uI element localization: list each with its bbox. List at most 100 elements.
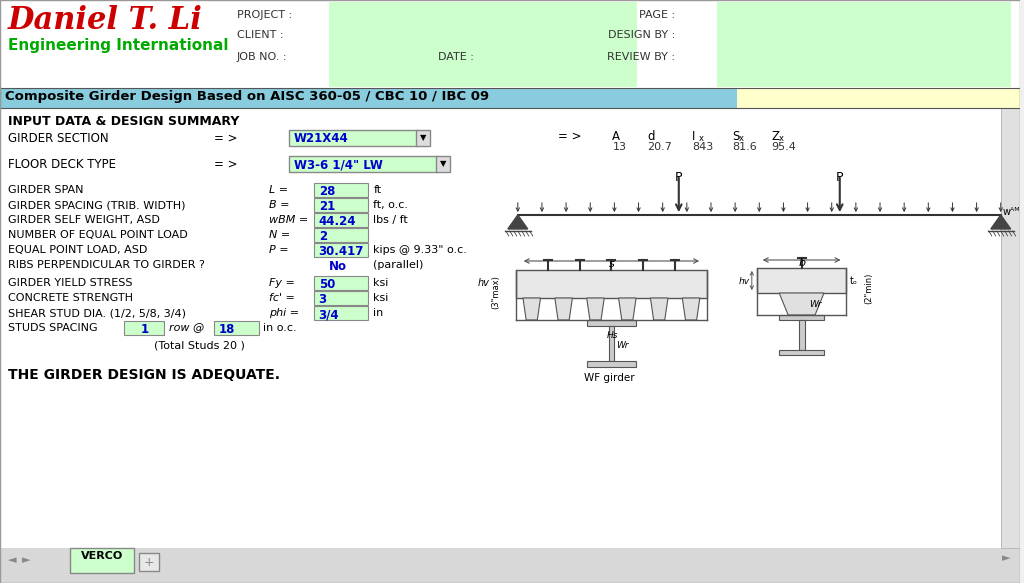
Text: PAGE :: PAGE : [639,10,675,20]
Bar [313,183,369,197]
Text: CLIENT :: CLIENT : [237,30,284,40]
Text: 30.417: 30.417 [318,245,364,258]
Text: 28: 28 [318,185,335,198]
Polygon shape [682,298,699,320]
Polygon shape [555,298,572,320]
Bar [609,326,614,361]
Polygon shape [779,293,824,315]
Text: ksi: ksi [374,293,389,303]
Text: ft: ft [374,185,382,195]
Text: A: A [612,130,621,143]
Text: wBM =: wBM = [269,215,308,225]
Bar [416,130,430,146]
Bar [737,88,1020,108]
Bar [0,548,1020,583]
Text: 1: 1 [140,323,148,336]
Bar [1000,108,1020,548]
Text: wᴬᴹ: wᴬᴹ [1002,207,1020,217]
Text: ◄: ◄ [8,555,16,565]
Text: WF girder: WF girder [584,373,634,383]
Text: Z: Z [772,130,779,143]
Text: GIRDER SPACING (TRIB. WIDTH): GIRDER SPACING (TRIB. WIDTH) [8,200,185,210]
Text: = >: = > [558,130,582,143]
Text: Wr: Wr [616,341,629,350]
Text: d: d [647,130,654,143]
Text: N =: N = [269,230,290,240]
Text: W21X44: W21X44 [294,132,348,145]
Text: S: S [732,130,739,143]
Text: No: No [329,260,346,273]
Text: phi =: phi = [269,308,299,318]
Text: NUMBER OF EQUAL POINT LOAD: NUMBER OF EQUAL POINT LOAD [8,230,187,240]
Text: 20.7: 20.7 [647,142,672,152]
Text: ►: ► [22,555,31,565]
Text: in o.c.: in o.c. [263,323,297,333]
Bar [0,108,1020,548]
Text: 3: 3 [318,293,327,306]
Text: ▼: ▼ [440,159,446,168]
Bar [313,243,369,257]
Text: hv: hv [739,278,750,286]
Bar [313,291,369,305]
Bar [329,2,637,87]
Text: 13: 13 [612,142,627,152]
Text: VERCO: VERCO [81,551,123,561]
Bar [0,88,1020,108]
Text: Daniel T. Li: Daniel T. Li [8,5,203,36]
Text: P: P [836,171,844,184]
Bar [125,321,164,335]
Text: fc' =: fc' = [269,293,295,303]
Text: b: b [799,258,806,268]
Text: W3-6 1/4" LW: W3-6 1/4" LW [294,158,383,171]
Text: RIBS PERPENDICULAR TO GIRDER ?: RIBS PERPENDICULAR TO GIRDER ? [8,260,205,270]
Text: 95.4: 95.4 [772,142,797,152]
Text: (2"min): (2"min) [864,273,873,304]
Bar [289,130,418,146]
Text: I: I [692,130,695,143]
Text: ►: ► [1001,553,1010,563]
Text: (parallel): (parallel) [374,260,424,270]
Text: (Total Studs 20 ): (Total Studs 20 ) [155,340,245,350]
Bar [214,321,259,335]
Text: = >: = > [214,132,238,145]
Bar [587,361,636,367]
Bar [313,306,369,320]
Text: EQUAL POINT LOAD, ASD: EQUAL POINT LOAD, ASD [8,245,147,255]
Bar [587,320,636,326]
Text: INPUT DATA & DESIGN SUMMARY: INPUT DATA & DESIGN SUMMARY [8,115,240,128]
Bar [313,198,369,212]
Bar [313,213,369,227]
Text: P =: P = [269,245,289,255]
Bar [1000,108,1020,548]
Bar [139,553,160,571]
Text: THE GIRDER DESIGN IS ADEQUATE.: THE GIRDER DESIGN IS ADEQUATE. [8,368,280,382]
Text: tₒ: tₒ [849,276,857,286]
Text: CONCRETE STRENGTH: CONCRETE STRENGTH [8,293,133,303]
Text: Wr: Wr [810,300,822,309]
Polygon shape [650,298,668,320]
Text: hv: hv [478,278,489,288]
Text: Engineering International: Engineering International [8,38,228,53]
Text: x: x [778,134,783,143]
Bar [779,350,824,355]
Text: ksi: ksi [374,278,389,288]
Bar [436,156,451,172]
Bar [516,270,707,298]
Text: 18: 18 [219,323,236,336]
Text: lbs / ft: lbs / ft [374,215,409,225]
Text: GIRDER SECTION: GIRDER SECTION [8,132,109,145]
Text: SHEAR STUD DIA. (1/2, 5/8, 3/4): SHEAR STUD DIA. (1/2, 5/8, 3/4) [8,308,186,318]
Bar [717,2,1011,87]
Text: row @: row @ [169,323,205,333]
Bar [799,320,805,350]
Polygon shape [587,298,604,320]
Text: +: + [144,556,155,569]
Bar [779,315,824,320]
Text: s: s [608,259,614,269]
Text: FLOOR DECK TYPE: FLOOR DECK TYPE [8,158,116,171]
Text: 21: 21 [318,200,335,213]
Text: x: x [699,134,705,143]
Polygon shape [991,215,1011,229]
Text: DESIGN BY :: DESIGN BY : [608,30,675,40]
Text: Hs: Hs [606,331,617,340]
